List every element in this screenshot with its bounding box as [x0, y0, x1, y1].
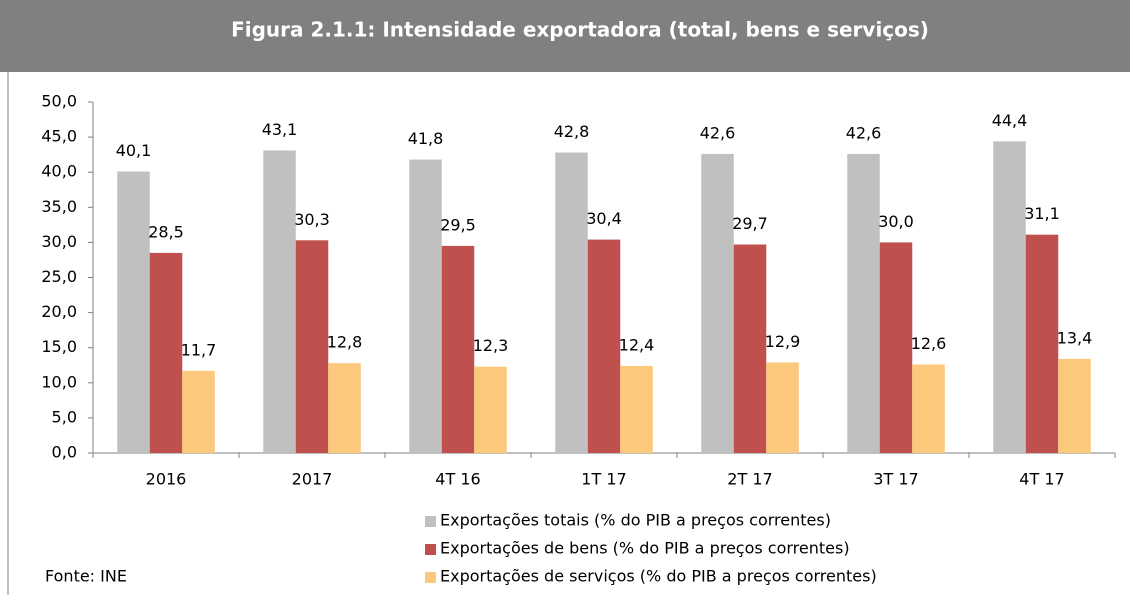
value-label: 42,8 [554, 122, 590, 141]
x-tick-label: 4T 16 [435, 470, 480, 489]
bar [620, 365, 653, 453]
value-label: 41,8 [408, 129, 444, 148]
x-tick-label: 3T 17 [873, 470, 918, 489]
value-label: 28,5 [148, 222, 184, 241]
bar [1058, 358, 1091, 453]
y-tick-label: 45,0 [41, 127, 77, 146]
source-note: Fonte: INE [45, 567, 127, 586]
value-label: 12,9 [765, 332, 801, 351]
value-label: 31,1 [1024, 204, 1060, 223]
x-tick-label: 2017 [292, 470, 333, 489]
x-tick-label: 4T 17 [1019, 470, 1064, 489]
chart-title: Figura 2.1.1: Intensidade exportadora (t… [231, 18, 929, 42]
value-label: 29,7 [732, 214, 768, 233]
y-tick-label: 30,0 [41, 232, 77, 251]
legend-label: Exportações totais (% do PIB a preços co… [440, 511, 831, 530]
value-label: 30,4 [586, 209, 622, 228]
value-label: 40,1 [116, 141, 152, 160]
y-tick-label: 10,0 [41, 372, 77, 391]
bar [733, 244, 767, 453]
value-label: 12,4 [619, 335, 655, 354]
value-label: 43,1 [262, 120, 298, 139]
value-label: 29,5 [440, 215, 476, 234]
value-label: 13,4 [1057, 328, 1093, 347]
bar [263, 150, 296, 454]
bar [295, 240, 329, 453]
value-label: 12,3 [473, 336, 509, 355]
bar [409, 159, 442, 453]
bar [474, 366, 507, 453]
bar [1025, 234, 1059, 453]
legend-swatch [425, 544, 436, 555]
bar [912, 364, 945, 453]
x-tick-label: 2T 17 [727, 470, 772, 489]
bar [328, 363, 361, 453]
value-label: 42,6 [846, 123, 882, 142]
bar [149, 252, 183, 453]
y-tick-label: 35,0 [41, 197, 77, 216]
bar [993, 141, 1026, 453]
value-label: 11,7 [181, 340, 217, 359]
y-tick-label: 20,0 [41, 302, 77, 321]
x-tick-label: 2016 [146, 470, 187, 489]
bar [701, 153, 734, 453]
y-tick-label: 5,0 [52, 407, 77, 426]
bar [441, 245, 475, 453]
value-label: 30,0 [878, 212, 914, 231]
value-label: 42,6 [700, 123, 736, 142]
value-label: 44,4 [992, 111, 1028, 130]
y-tick-label: 40,0 [41, 162, 77, 181]
header-band [0, 0, 1130, 72]
legend-label: Exportações de serviços (% do PIB a preç… [440, 567, 877, 586]
bar [555, 152, 588, 453]
bar [847, 153, 880, 453]
value-label: 12,6 [911, 334, 947, 353]
value-label: 30,3 [294, 210, 330, 229]
y-tick-label: 0,0 [52, 443, 77, 462]
legend-swatch [425, 516, 436, 527]
y-tick-label: 25,0 [41, 267, 77, 286]
bar [182, 370, 215, 453]
y-tick-label: 15,0 [41, 337, 77, 356]
bar [879, 242, 913, 453]
x-tick-label: 1T 17 [581, 470, 626, 489]
bar [766, 362, 799, 453]
y-tick-label: 50,0 [41, 92, 77, 111]
legend-swatch [425, 572, 436, 583]
legend-label: Exportações de bens (% do PIB a preços c… [440, 539, 850, 558]
value-label: 12,8 [327, 333, 363, 352]
bar [117, 171, 150, 454]
bar [587, 239, 621, 453]
